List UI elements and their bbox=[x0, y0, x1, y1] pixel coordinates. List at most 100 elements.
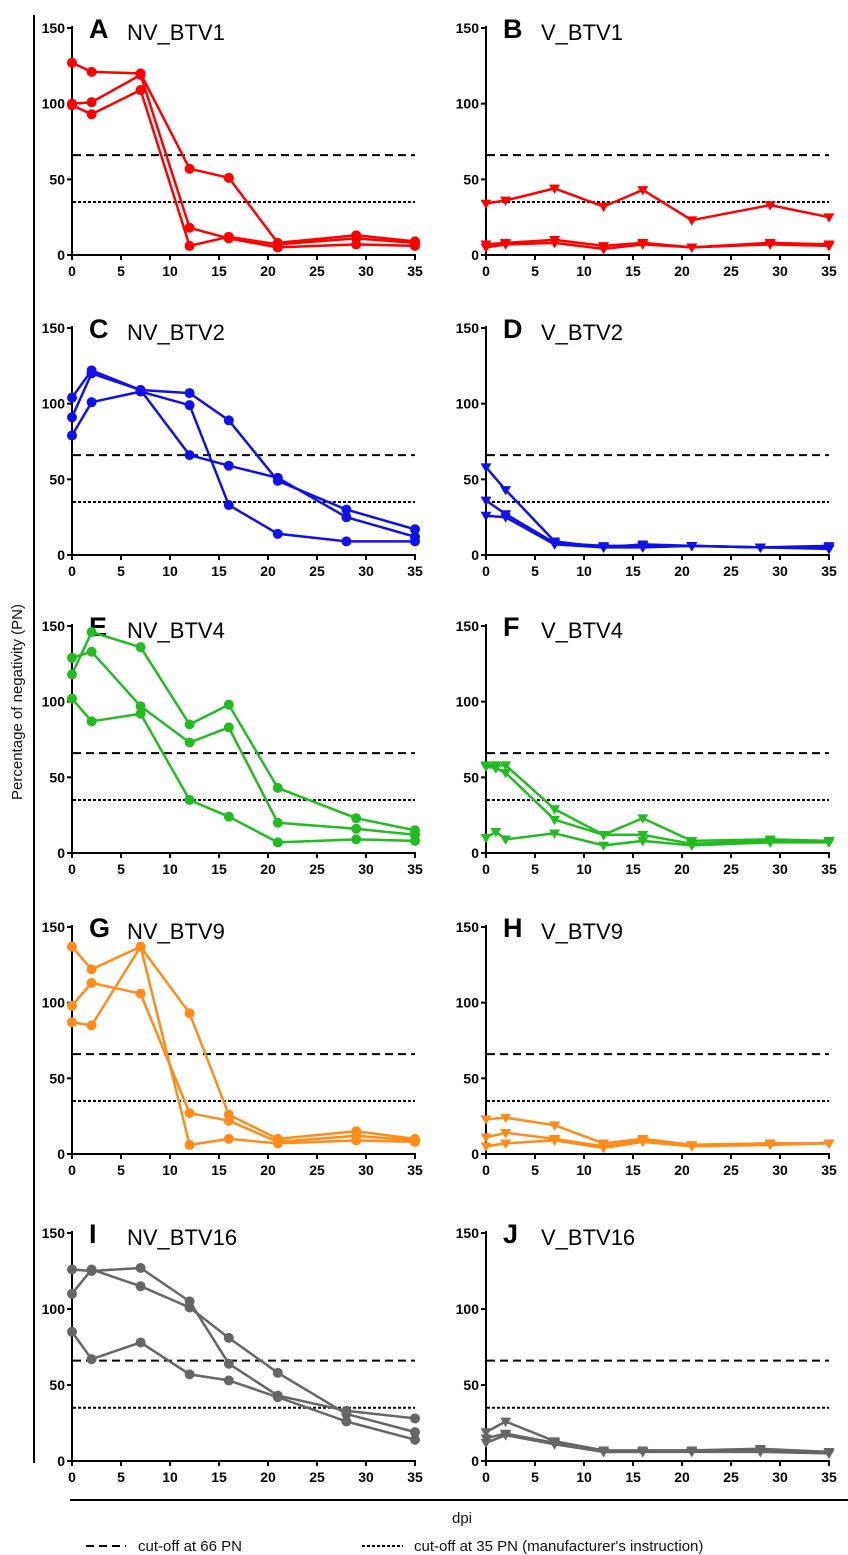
y-tick-label: 0 bbox=[57, 547, 65, 563]
data-point bbox=[272, 837, 283, 848]
x-tick-label: 5 bbox=[531, 563, 539, 579]
data-point bbox=[764, 838, 776, 848]
panel-title: V_BTV1 bbox=[541, 20, 623, 45]
x-tick-label: 20 bbox=[260, 1469, 276, 1485]
y-tick-label: 150 bbox=[456, 20, 480, 36]
x-tick-label: 25 bbox=[309, 1469, 325, 1485]
data-point bbox=[549, 540, 561, 550]
x-tick-label: 0 bbox=[482, 1162, 490, 1178]
data-point bbox=[480, 1428, 492, 1438]
y-tick-label: 100 bbox=[456, 396, 480, 412]
data-point bbox=[823, 838, 835, 848]
x-tick-label: 35 bbox=[407, 263, 423, 279]
series-line bbox=[485, 514, 830, 551]
data-point bbox=[135, 69, 146, 80]
panel-letter: E bbox=[89, 612, 107, 642]
x-tick-label: 10 bbox=[162, 563, 178, 579]
data-point bbox=[223, 811, 234, 822]
data-point bbox=[135, 708, 146, 719]
data-point bbox=[351, 834, 362, 845]
x-tick-label: 5 bbox=[117, 263, 125, 279]
series-line bbox=[71, 697, 416, 844]
x-tick-label: 35 bbox=[407, 563, 423, 579]
x-tick-label: 15 bbox=[625, 1469, 641, 1485]
panel-B: 0 50 100 150 0 5 10 15 20 25 30 35 B V_BTV1 bbox=[456, 14, 837, 279]
data-point bbox=[272, 472, 283, 483]
x-tick-label: 25 bbox=[723, 861, 739, 877]
data-point bbox=[86, 397, 97, 408]
y-tick-label: 0 bbox=[471, 1146, 479, 1162]
data-point bbox=[135, 642, 146, 653]
legend-dotted-label: cut-off at 35 PN (manufacturer's instruc… bbox=[414, 1538, 703, 1555]
data-point bbox=[223, 1133, 234, 1144]
x-tick-label: 15 bbox=[625, 263, 641, 279]
panel-title: V_BTV9 bbox=[541, 919, 623, 944]
y-tick-label: 150 bbox=[456, 618, 480, 634]
data-point bbox=[480, 1438, 492, 1449]
data-point bbox=[86, 977, 97, 988]
data-point bbox=[67, 100, 77, 111]
x-tick-label: 20 bbox=[260, 563, 276, 579]
y-tick-label: 0 bbox=[57, 845, 65, 861]
data-point bbox=[637, 814, 649, 824]
data-point bbox=[500, 1431, 512, 1441]
data-point bbox=[86, 1354, 97, 1365]
y-tick-label: 50 bbox=[49, 171, 65, 187]
data-point bbox=[272, 1138, 283, 1149]
y-tick-label: 50 bbox=[49, 471, 65, 487]
data-point bbox=[410, 1434, 420, 1445]
panel-title: NV_BTV1 bbox=[127, 20, 225, 45]
series-line bbox=[70, 630, 416, 832]
data-point bbox=[764, 201, 776, 211]
y-tick-label: 0 bbox=[471, 247, 479, 263]
y-tick-label: 150 bbox=[42, 1225, 66, 1241]
data-point bbox=[480, 496, 492, 507]
data-point bbox=[184, 795, 195, 806]
data-point bbox=[86, 66, 97, 77]
data-point bbox=[480, 834, 492, 844]
series-line bbox=[485, 1433, 830, 1455]
x-tick-label: 35 bbox=[407, 1469, 423, 1485]
data-point bbox=[754, 543, 766, 553]
data-point bbox=[480, 511, 492, 522]
data-point bbox=[351, 813, 362, 824]
data-point bbox=[67, 1288, 77, 1299]
panel-letter: G bbox=[89, 913, 110, 943]
data-point bbox=[754, 1448, 766, 1458]
data-point bbox=[500, 768, 512, 779]
y-tick-label: 150 bbox=[456, 320, 480, 336]
x-tick-label: 20 bbox=[260, 263, 276, 279]
data-point bbox=[686, 542, 698, 552]
y-tick-label: 100 bbox=[456, 995, 480, 1011]
y-tick-label: 100 bbox=[456, 1301, 480, 1317]
panel-D: 0 50 100 150 0 5 10 15 20 25 30 35 D V_BTV2 bbox=[456, 314, 837, 579]
panel-letter: A bbox=[89, 14, 109, 44]
series-line bbox=[485, 1131, 829, 1148]
data-point bbox=[135, 701, 146, 712]
y-tick-label: 150 bbox=[456, 919, 480, 935]
data-point bbox=[490, 827, 502, 838]
data-point bbox=[184, 450, 195, 461]
data-point bbox=[67, 392, 77, 403]
series-line bbox=[485, 241, 830, 251]
data-point bbox=[764, 240, 776, 250]
x-tick-label: 10 bbox=[162, 861, 178, 877]
panel-E: 0 50 100 150 0 5 10 15 20 25 30 35 E NV_BTV4 bbox=[42, 612, 423, 877]
data-point bbox=[549, 1440, 561, 1450]
x-tick-label: 30 bbox=[358, 861, 374, 877]
x-tick-label: 35 bbox=[821, 1469, 837, 1485]
panel-J: 0 50 100 150 0 5 10 15 20 25 30 35 J V_BTV16 bbox=[456, 1219, 837, 1485]
data-point bbox=[341, 504, 352, 515]
data-point bbox=[500, 513, 512, 523]
y-tick-label: 0 bbox=[471, 845, 479, 861]
x-tick-label: 25 bbox=[309, 861, 325, 877]
data-point bbox=[410, 1413, 420, 1424]
y-tick-label: 50 bbox=[463, 769, 479, 785]
data-point bbox=[549, 239, 561, 249]
data-point bbox=[480, 1115, 492, 1125]
data-point bbox=[480, 463, 492, 473]
x-tick-label: 5 bbox=[117, 563, 125, 579]
x-tick-label: 25 bbox=[723, 263, 739, 279]
data-point bbox=[637, 543, 649, 553]
x-tick-label: 10 bbox=[576, 563, 592, 579]
